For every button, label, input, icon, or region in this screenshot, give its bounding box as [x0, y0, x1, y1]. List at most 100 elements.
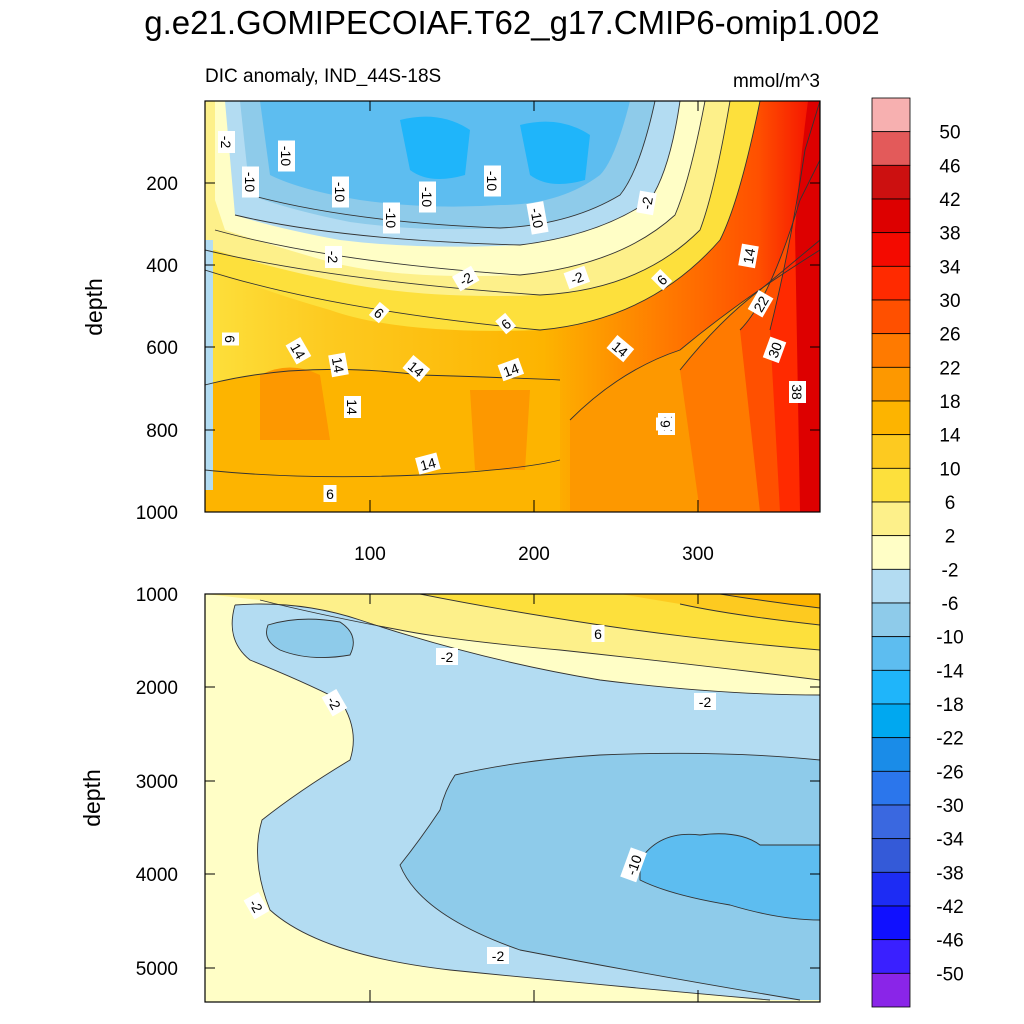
top-18-patch-a [260, 367, 330, 440]
colorbar-swatch [871, 467, 911, 503]
svg-text:-2: -2 [638, 195, 656, 210]
top-ylabel: depth [81, 278, 107, 336]
colorbar-label: 30 [939, 291, 960, 312]
top-panel-plot [205, 101, 820, 512]
top-panel-ticks [205, 101, 820, 512]
colorbar-swatch [871, 535, 911, 570]
contour-label: 6 [495, 312, 517, 335]
svg-text:-2: -2 [492, 948, 505, 964]
colorbar-label: -34 [936, 830, 964, 851]
colorbar-label: 14 [939, 426, 961, 447]
colorbar-swatch [871, 434, 911, 469]
bottom-panel-plot [205, 594, 820, 1002]
colorbar-label: -38 [936, 863, 963, 884]
colorbar-swatch [871, 838, 911, 873]
colorbar-swatch [871, 737, 911, 772]
svg-text:-2: -2 [441, 649, 454, 665]
colorbar-swatch [871, 804, 911, 840]
bottom-neg10-region [640, 833, 820, 920]
bottom-contour-lines [231, 594, 820, 1001]
contour-label: -10 [484, 165, 501, 197]
bottom-ytick-5000: 5000 [136, 959, 178, 980]
top-18-patch-b [470, 390, 530, 470]
colorbar-swatch [871, 669, 911, 705]
contour-label: 30 [762, 336, 787, 364]
svg-text:-10: -10 [278, 146, 294, 166]
bottom-neg6-patch [266, 619, 354, 658]
colorbar-label: -6 [942, 594, 959, 615]
top-ytick-1000: 1000 [136, 503, 178, 524]
contour-label: -2 [563, 265, 591, 290]
top-ytick-400: 400 [146, 256, 178, 277]
svg-text:-10: -10 [484, 171, 500, 191]
contour-label: -2 [436, 648, 458, 665]
contour-label: -10 [242, 166, 259, 198]
colorbar: 50 46 42 38 34 30 26 22 18 14 10 6 2 -2 -6 -10 -14 -18 -22… [871, 97, 964, 1008]
contour-label: -10 [383, 202, 400, 234]
bottom-ytick-1000: 1000 [136, 585, 178, 606]
colorbar-swatch [871, 333, 911, 368]
colorbar-label: -30 [936, 796, 963, 817]
svg-text:-2: -2 [325, 251, 341, 264]
colorbar-label: 6 [945, 493, 956, 514]
contour-label: -10 [419, 181, 436, 213]
svg-text:14: 14 [287, 340, 309, 362]
colorbar-swatch [871, 636, 911, 671]
bottom-contour-labels: 6 -2 -2 -2 -10 -2 -2 [243, 625, 716, 964]
contour-label: 14 [402, 355, 431, 383]
colorbar-label: 18 [939, 392, 960, 413]
top-neg18-patch-a [400, 116, 470, 179]
svg-text:-10: -10 [242, 172, 258, 192]
colorbar-label: -14 [936, 661, 964, 682]
contour-label: 6 [651, 269, 673, 291]
bottom-ytick-3000: 3000 [136, 772, 178, 793]
contour-label: 6 [222, 332, 239, 346]
svg-text:38: 38 [789, 384, 805, 400]
contour-label: -10 [332, 176, 349, 208]
svg-text:-10: -10 [383, 208, 399, 228]
colorbar-label: -22 [936, 729, 963, 750]
colorbar-swatch [871, 939, 911, 974]
colorbar-label: 22 [939, 358, 960, 379]
colorbar-swatch [871, 400, 911, 436]
colorbar-swatch [871, 703, 911, 739]
svg-text:6: 6 [326, 486, 334, 502]
colorbar-label: -10 [936, 628, 963, 649]
svg-text:6: 6 [594, 626, 602, 642]
svg-text:14: 14 [740, 247, 758, 265]
panel-subtitle: DIC anomaly, IND_44S-18S [205, 66, 441, 87]
colorbar-swatch [871, 871, 911, 907]
colorbar-swatch [871, 265, 911, 301]
svg-text:6: 6 [222, 335, 238, 343]
svg-text:14: 14 [344, 399, 360, 415]
top-38-right [795, 101, 820, 512]
contour-label: -2 [243, 891, 270, 920]
colorbar-swatch [871, 770, 911, 806]
colorbar-label: 50 [939, 123, 960, 144]
contour-label: 14 [738, 243, 759, 269]
svg-text:-2: -2 [218, 136, 234, 149]
colorbar-swatch [871, 501, 911, 537]
svg-text:22: 22 [750, 293, 772, 315]
xtick-300: 300 [682, 544, 714, 565]
colorbar-label: 38 [939, 224, 960, 245]
colorbar-swatch [871, 905, 911, 941]
contour-label: 6 [656, 417, 673, 431]
contour-label: -2 [636, 190, 657, 216]
colorbar-swatch [871, 198, 911, 234]
contour-label: -2 [325, 246, 342, 268]
svg-text:-2: -2 [568, 268, 585, 287]
colorbar-label: -26 [936, 762, 963, 783]
top-ytick-200: 200 [146, 174, 178, 195]
contour-label: 38 [789, 381, 806, 403]
bottom-ylabel: depth [79, 769, 105, 827]
colorbar-label: 34 [939, 257, 961, 278]
contour-label: -10 [278, 140, 295, 172]
top-left-edge [205, 240, 213, 490]
colorbar-label: -42 [936, 897, 963, 918]
top-neg18-patch-b [520, 121, 590, 184]
contour-label: -2 [218, 131, 235, 153]
units-label: mmol/m^3 [733, 71, 820, 92]
colorbar-label: 26 [939, 325, 960, 346]
